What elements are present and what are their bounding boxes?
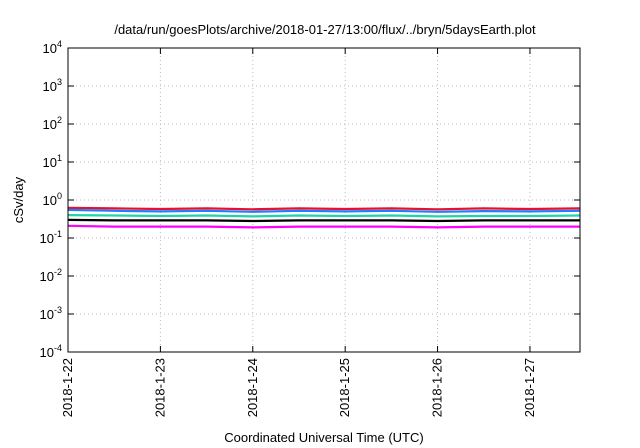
y-tick-label-exponent: 1 bbox=[57, 153, 62, 163]
y-tick-label-base: 10 bbox=[40, 269, 54, 284]
y-tick-label-exponent: 2 bbox=[57, 115, 62, 125]
grid bbox=[67, 48, 580, 352]
x-tick-label: 2018-1-27 bbox=[522, 358, 537, 417]
y-tick-label-base: 10 bbox=[43, 79, 57, 94]
series-line-1 bbox=[67, 206, 581, 211]
y-tick-label: 10-1 bbox=[40, 229, 62, 246]
x-tick-label: 2018-1-26 bbox=[430, 358, 445, 417]
y-tick-label-exponent: -4 bbox=[54, 343, 62, 353]
x-tick-label: 2018-1-25 bbox=[337, 358, 352, 417]
y-tick-label-base: 10 bbox=[43, 193, 57, 208]
y-tick-label-exponent: -2 bbox=[54, 267, 62, 277]
y-tick-label: 10-2 bbox=[40, 267, 62, 284]
x-tick-label: 2018-1-24 bbox=[245, 358, 260, 417]
y-tick-label-exponent: 0 bbox=[57, 191, 62, 201]
y-tick-label-base: 10 bbox=[43, 41, 57, 56]
y-tick-label: 101 bbox=[43, 153, 62, 170]
y-tick-label-exponent: -3 bbox=[54, 305, 62, 315]
series-line-3 bbox=[67, 214, 581, 218]
y-tick-label: 102 bbox=[43, 115, 62, 132]
series-group bbox=[67, 206, 581, 229]
y-tick-label-base: 10 bbox=[43, 117, 57, 132]
series-line-4 bbox=[67, 218, 580, 223]
y-tick-label: 104 bbox=[43, 39, 62, 56]
y-tick-label-base: 10 bbox=[43, 155, 57, 170]
y-tick-label: 10-3 bbox=[40, 305, 62, 322]
y-tick-label-base: 10 bbox=[40, 307, 54, 322]
tick-marks bbox=[67, 47, 580, 353]
y-tick-label: 10-4 bbox=[40, 343, 62, 360]
x-tick-label: 2018-1-22 bbox=[60, 358, 75, 417]
y-tick-label-exponent: 4 bbox=[57, 39, 62, 49]
chart-title: /data/run/goesPlots/archive/2018-01-27/1… bbox=[114, 22, 536, 37]
series-line-5 bbox=[67, 224, 580, 229]
y-tick-label-base: 10 bbox=[40, 231, 54, 246]
x-tick-labels: 2018-1-22 2018-1-23 2018-1-24 2018-1-25 2018… bbox=[60, 358, 537, 417]
y-tick-label: 103 bbox=[43, 77, 62, 94]
y-tick-label-base: 10 bbox=[40, 345, 54, 360]
x-axis-label: Coordinated Universal Time (UTC) bbox=[224, 430, 423, 445]
y-tick-label-exponent: -1 bbox=[54, 229, 62, 239]
y-axis-label: cSv/day bbox=[11, 176, 26, 223]
x-tick-label: 2018-1-23 bbox=[152, 358, 167, 417]
y-tick-label: 100 bbox=[43, 191, 62, 208]
series-line-2 bbox=[67, 208, 581, 213]
y-tick-label-exponent: 3 bbox=[57, 77, 62, 87]
